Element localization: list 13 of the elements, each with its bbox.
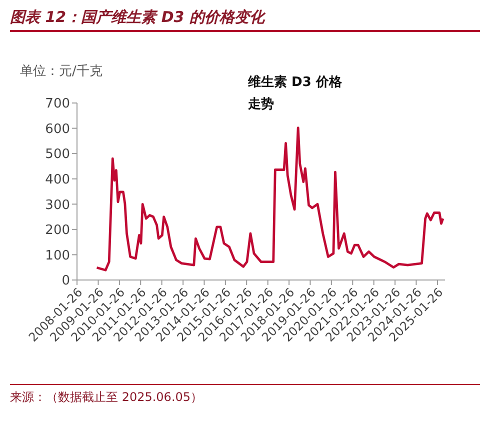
y-tick-label: 100 — [45, 248, 70, 264]
y-tick-label: 600 — [45, 122, 70, 137]
chart-title: 图表 12：国产维生素 D3 的价格变化 — [10, 8, 480, 32]
annotation: 维生素 D3 价格走势 — [248, 74, 343, 114]
y-tick-label: 0 — [62, 274, 70, 289]
y-tick-label: 300 — [45, 198, 70, 213]
y-tick-label: 500 — [45, 147, 70, 162]
y-tick-label: 700 — [45, 96, 70, 112]
source-note: 来源：（数据截止至 2025.06.05） — [10, 384, 480, 406]
line-series — [96, 126, 444, 272]
y-tick-label: 200 — [45, 223, 70, 238]
y-axis-title: 单位：元/千克 — [20, 63, 102, 80]
y-tick-label: 400 — [45, 172, 70, 188]
